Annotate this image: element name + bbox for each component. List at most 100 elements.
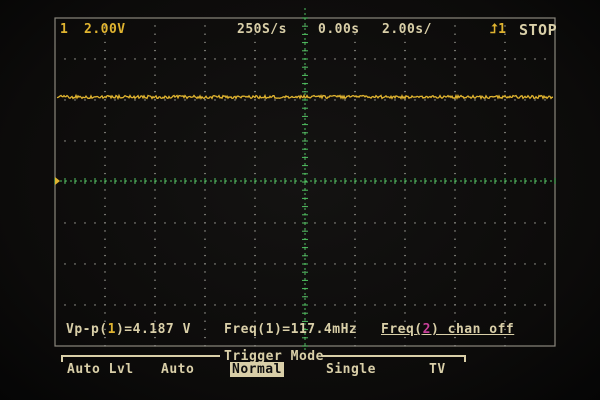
- grid-dot: [474, 140, 475, 141]
- grid-dot: [434, 222, 435, 223]
- grid-dot: [444, 140, 445, 141]
- grid-dot: [444, 304, 445, 305]
- grid-dot: [104, 255, 105, 256]
- grid-dot: [384, 140, 385, 141]
- grid-dot: [534, 304, 535, 305]
- grid-dot: [324, 58, 325, 59]
- grid-dot: [84, 263, 85, 264]
- grid-dot: [74, 99, 75, 100]
- grid-dot: [504, 91, 505, 92]
- trigger-edge-icon: ⮥: [490, 22, 498, 37]
- grid-dot: [424, 99, 425, 100]
- grid-dot: [244, 99, 245, 100]
- grid-dot: [254, 99, 255, 100]
- grid-dot: [284, 304, 285, 305]
- grid-dot: [254, 165, 255, 166]
- grid-dot: [204, 312, 205, 313]
- grid-dot: [254, 50, 255, 51]
- grid-dot: [204, 247, 205, 248]
- freq1-measurement: Freq(1)=117.4mHz: [224, 322, 357, 337]
- grid-dot: [344, 140, 345, 141]
- grid-dot: [234, 304, 235, 305]
- grid-dot: [494, 58, 495, 59]
- softkey-auto[interactable]: Auto: [161, 362, 194, 377]
- grid-dot: [454, 25, 455, 26]
- grid-dot: [454, 83, 455, 84]
- grid-dot: [74, 304, 75, 305]
- grid-dot: [254, 66, 255, 67]
- grid-dot: [504, 148, 505, 149]
- grid-dot: [454, 34, 455, 35]
- grid-dot: [404, 280, 405, 281]
- softkey-auto-lvl[interactable]: Auto Lvl: [67, 362, 134, 377]
- grid-dot: [254, 222, 255, 223]
- grid-dot: [474, 222, 475, 223]
- grid-dot: [244, 304, 245, 305]
- grid-dot: [144, 222, 145, 223]
- grid-dot: [324, 222, 325, 223]
- grid-dot: [104, 247, 105, 248]
- vpp-label: Vp-p(: [66, 322, 108, 337]
- grid-dot: [254, 312, 255, 313]
- grid-dot: [154, 107, 155, 108]
- grid-dot: [194, 99, 195, 100]
- grid-dot: [464, 58, 465, 59]
- grid-dot: [354, 198, 355, 199]
- grid-dot: [354, 288, 355, 289]
- grid-dot: [504, 271, 505, 272]
- grid-dot: [244, 222, 245, 223]
- grid-dot: [264, 222, 265, 223]
- grid-dot: [544, 263, 545, 264]
- grid-dot: [454, 239, 455, 240]
- grid-dot: [154, 345, 155, 346]
- softkey-normal[interactable]: Normal: [230, 362, 284, 377]
- grid-dot: [454, 255, 455, 256]
- grid-dot: [274, 222, 275, 223]
- grid-dot: [254, 206, 255, 207]
- grid-dot: [104, 173, 105, 174]
- grid-dot: [204, 66, 205, 67]
- grid-dot: [204, 148, 205, 149]
- grid-dot: [164, 58, 165, 59]
- grid-dot: [254, 42, 255, 43]
- grid-dot: [174, 222, 175, 223]
- grid-dot: [334, 58, 335, 59]
- grid-dot: [454, 345, 455, 346]
- grid-dot: [154, 75, 155, 76]
- grid-dot: [454, 247, 455, 248]
- grid-dot: [354, 173, 355, 174]
- grid-dot: [504, 263, 505, 264]
- grid-dot: [354, 239, 355, 240]
- grid-dot: [254, 157, 255, 158]
- grid-dot: [404, 66, 405, 67]
- grid-dot: [404, 189, 405, 190]
- grid-dot: [224, 99, 225, 100]
- grid-dot: [254, 116, 255, 117]
- grid-dot: [354, 58, 355, 59]
- softkey-tv[interactable]: TV: [429, 362, 446, 377]
- grid-dot: [124, 222, 125, 223]
- grid-dot: [504, 140, 505, 141]
- grid-dot: [454, 173, 455, 174]
- grid-dot: [254, 280, 255, 281]
- grid-dot: [504, 206, 505, 207]
- grid-dot: [154, 42, 155, 43]
- grid-dot: [254, 83, 255, 84]
- grid-dot: [374, 263, 375, 264]
- grid-dot: [354, 42, 355, 43]
- grid-dot: [504, 107, 505, 108]
- grid-dot: [164, 263, 165, 264]
- grid-dot: [324, 99, 325, 100]
- grid-dot: [184, 263, 185, 264]
- grid-dot: [264, 140, 265, 141]
- grid-dot: [104, 148, 105, 149]
- softkey-single[interactable]: Single: [326, 362, 376, 377]
- grid-dot: [514, 222, 515, 223]
- grid-dot: [354, 263, 355, 264]
- grid-dot: [324, 140, 325, 141]
- grid-dot: [204, 116, 205, 117]
- grid-dot: [364, 140, 365, 141]
- grid-dot: [444, 222, 445, 223]
- grid-dot: [154, 58, 155, 59]
- grid-dot: [484, 58, 485, 59]
